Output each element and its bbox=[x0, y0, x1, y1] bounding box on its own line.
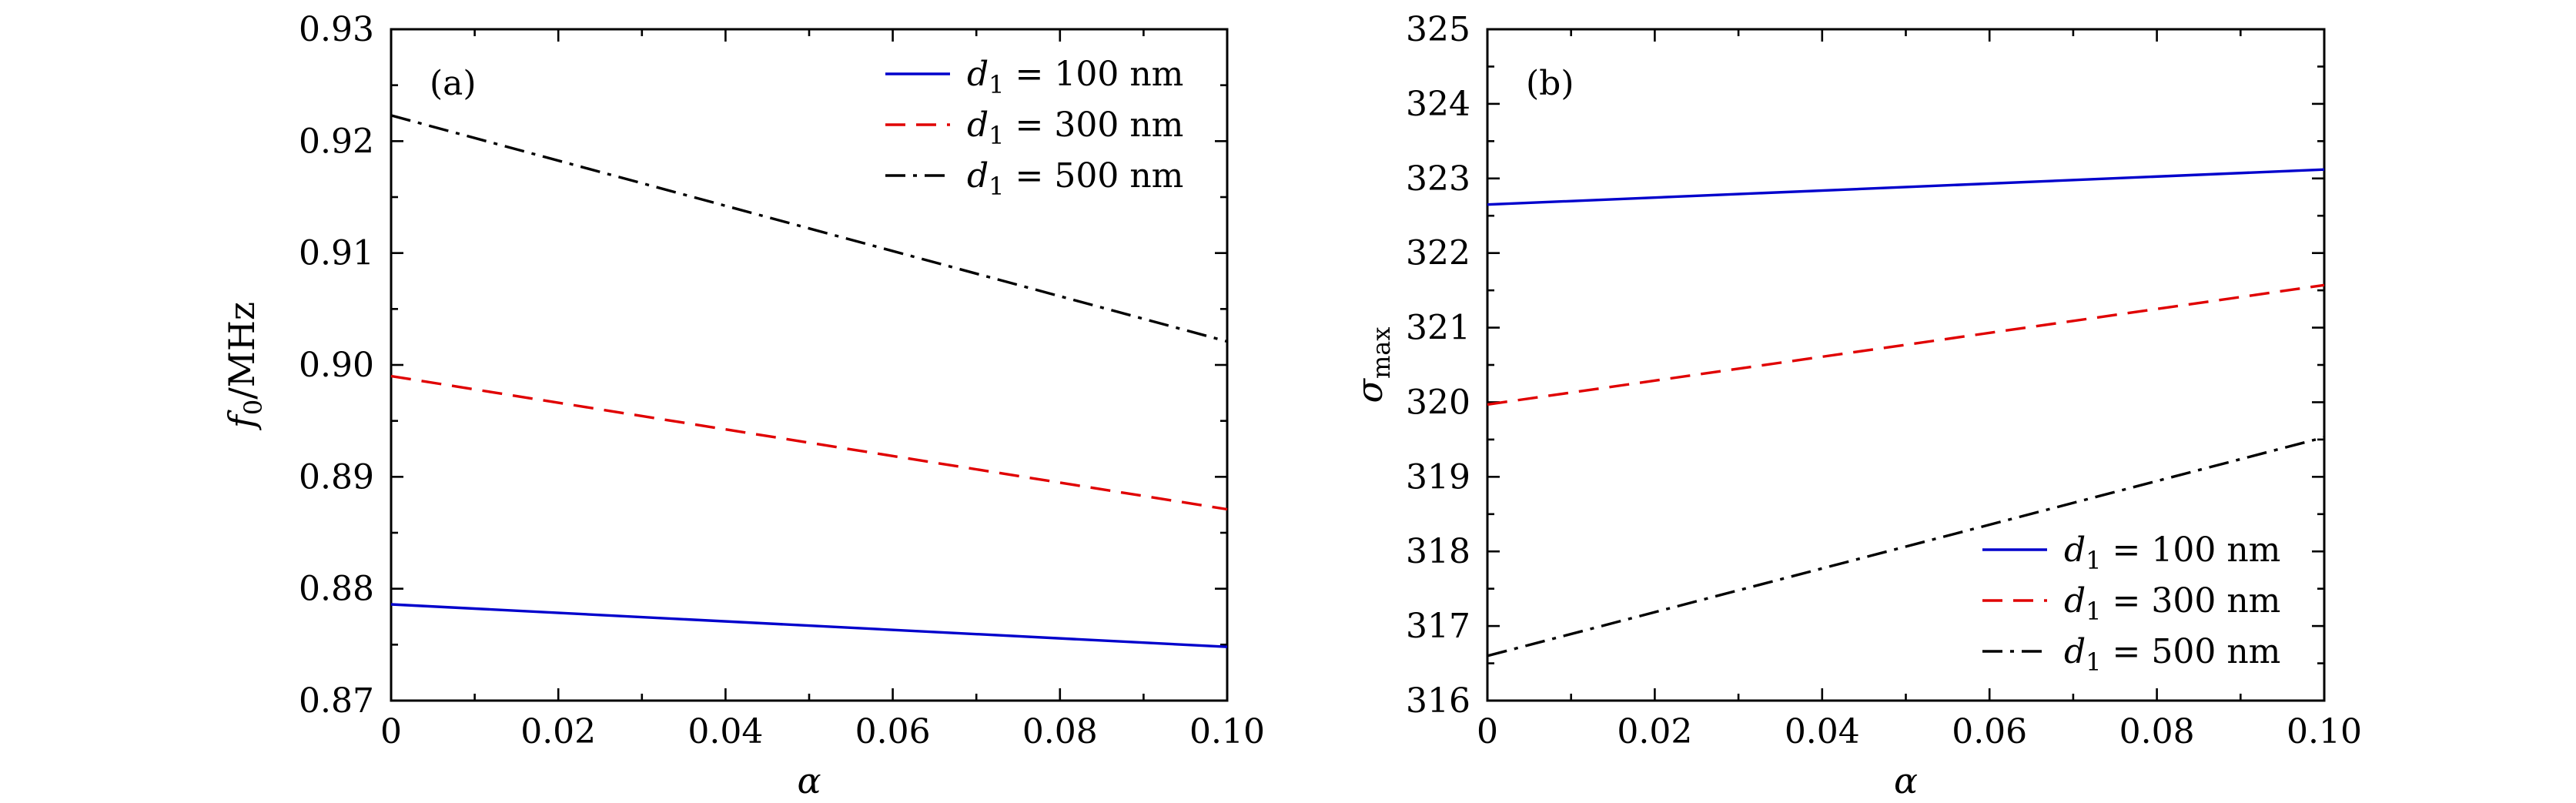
x-tick-label: 0.04 bbox=[687, 712, 763, 751]
series-line-1 bbox=[1487, 168, 2325, 206]
legend-entry: d1 = 500 nm bbox=[967, 156, 1183, 201]
panel-label: (b) bbox=[1526, 64, 1574, 103]
y-tick-label: 318 bbox=[1406, 532, 1470, 571]
legend-entry: d1 = 100 nm bbox=[2064, 530, 2280, 575]
legend: d1 = 100 nm d1 = 300 nm d1 = 500 nm bbox=[1982, 530, 2280, 677]
legend-entry: d1 = 500 nm bbox=[2064, 632, 2280, 677]
series-line-2 bbox=[390, 374, 1228, 511]
y-tick-label: 320 bbox=[1406, 383, 1470, 422]
y-tick-label: 0.88 bbox=[299, 570, 374, 609]
x-tick-label: 0.08 bbox=[1022, 712, 1098, 751]
x-tick-label: 0.04 bbox=[1785, 712, 1860, 751]
y-tick-label: 0.92 bbox=[299, 122, 374, 161]
y-axis-label: f0/MHz bbox=[221, 302, 268, 430]
y-tick-label: 0.90 bbox=[299, 346, 374, 385]
y-tick-label: 322 bbox=[1406, 234, 1470, 273]
legend-entry: d1 = 300 nm bbox=[967, 105, 1183, 150]
legend-entry: d1 = 300 nm bbox=[2064, 581, 2280, 626]
y-tick-label: 324 bbox=[1406, 85, 1470, 124]
y-tick-label: 325 bbox=[1406, 10, 1470, 49]
x-axis-label: α bbox=[797, 760, 821, 801]
series-line-3 bbox=[390, 114, 1228, 343]
legend-entry: d1 = 100 nm bbox=[967, 55, 1183, 99]
y-tick-label: 0.89 bbox=[299, 457, 374, 497]
chart-panel-a: 0 0.02 0.04 0.06 0.08 0.10 0.87 0.88 0.89 0.90 0.9… bbox=[221, 10, 1265, 801]
y-tick-label: 319 bbox=[1406, 457, 1470, 497]
x-tick-label: 0 bbox=[380, 712, 402, 751]
y-tick-label: 323 bbox=[1406, 159, 1470, 199]
series-line-3 bbox=[1487, 436, 2325, 657]
y-axis-label: σmax bbox=[1349, 327, 1396, 403]
x-tick-label: 0.02 bbox=[1617, 712, 1692, 751]
y-tick-label: 316 bbox=[1406, 681, 1470, 721]
y-tick-label: 317 bbox=[1406, 607, 1470, 646]
x-tick-label: 0.10 bbox=[2287, 712, 2362, 751]
series-line-1 bbox=[390, 603, 1228, 648]
y-tick-label: 0.93 bbox=[299, 10, 374, 49]
series-line-2 bbox=[1487, 283, 2325, 407]
x-tick-label: 0.06 bbox=[855, 712, 931, 751]
x-tick-label: 0.10 bbox=[1189, 712, 1265, 751]
x-tick-label: 0.02 bbox=[520, 712, 596, 751]
y-tick-label: 0.87 bbox=[299, 681, 374, 721]
x-axis-label: α bbox=[1894, 760, 1918, 801]
x-tick-label: 0 bbox=[1477, 712, 1498, 751]
panel-label: (a) bbox=[430, 64, 477, 103]
x-tick-label: 0.08 bbox=[2119, 712, 2195, 751]
legend: d1 = 100 nm d1 = 300 nm d1 = 500 nm bbox=[885, 55, 1183, 201]
chart-panel-b: 0 0.02 0.04 0.06 0.08 0.10 316 317 318 319 320 321 3… bbox=[1349, 10, 2362, 801]
y-tick-label: 321 bbox=[1406, 309, 1470, 348]
x-tick-label: 0.06 bbox=[1952, 712, 2027, 751]
y-tick-label: 0.91 bbox=[299, 234, 374, 273]
